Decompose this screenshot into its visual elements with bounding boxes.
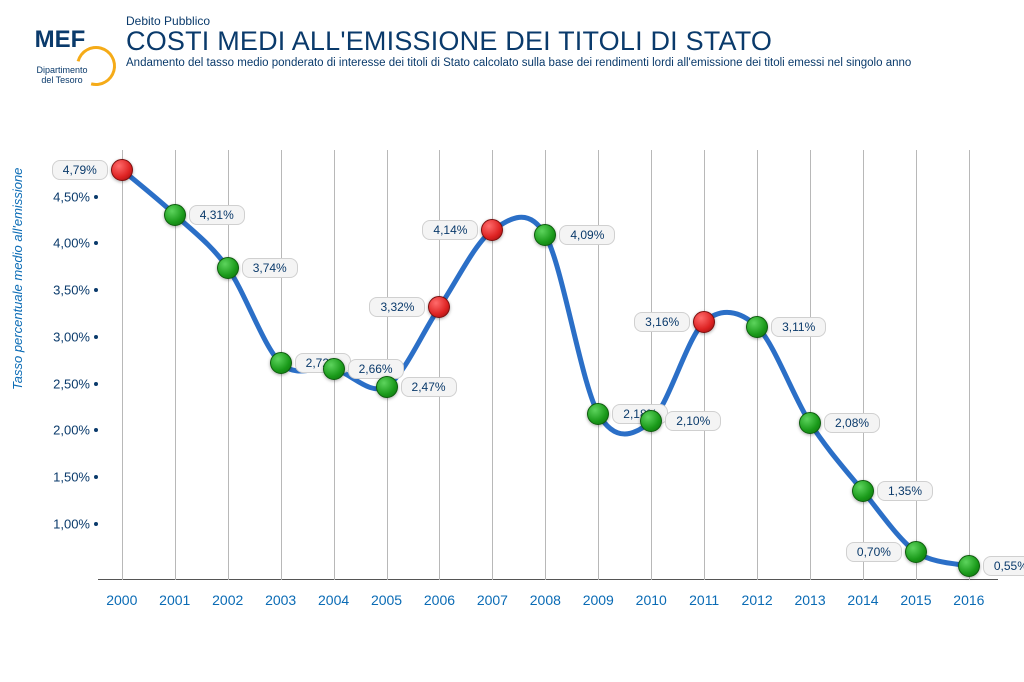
value-label: 4,09% [559,225,615,245]
data-point [587,403,609,425]
data-point [323,358,345,380]
y-tick-label: 1,00% [34,516,90,531]
value-label: 2,47% [401,377,457,397]
y-tick-mark [94,241,98,245]
data-point [799,412,821,434]
value-label: 0,55% [983,556,1024,576]
data-point [481,219,503,241]
data-point [534,224,556,246]
y-tick-mark [94,335,98,339]
y-tick-label: 2,00% [34,423,90,438]
gridline-v [704,150,705,580]
x-tick-label: 2002 [212,592,243,608]
y-tick-mark [94,195,98,199]
y-tick-label: 4,50% [34,189,90,204]
gridline-v [545,150,546,580]
value-label: 3,16% [634,312,690,332]
y-tick-label: 3,00% [34,329,90,344]
x-tick-label: 2005 [371,592,402,608]
data-point [270,352,292,374]
data-point [693,311,715,333]
x-tick-label: 2012 [742,592,773,608]
gridline-v [757,150,758,580]
x-tick-label: 2006 [424,592,455,608]
value-label: 1,35% [877,481,933,501]
value-label: 3,11% [771,317,826,337]
data-point [958,555,980,577]
x-tick-label: 2015 [900,592,931,608]
page-subtitle: Andamento del tasso medio ponderato di i… [126,57,1024,69]
gridline-v [439,150,440,580]
value-label: 4,14% [422,220,478,240]
data-point [640,410,662,432]
value-label: 2,08% [824,413,880,433]
y-tick-label: 4,00% [34,236,90,251]
x-tick-label: 2003 [265,592,296,608]
gridline-v [916,150,917,580]
y-tick-label: 2,50% [34,376,90,391]
x-tick-label: 2010 [636,592,667,608]
y-tick-mark [94,428,98,432]
data-point [905,541,927,563]
y-tick-mark [94,522,98,526]
y-tick-label: 1,50% [34,470,90,485]
value-label: 0,70% [846,542,902,562]
data-point [746,316,768,338]
data-point [852,480,874,502]
y-tick-mark [94,382,98,386]
value-label: 2,66% [348,359,404,379]
y-tick-label: 3,50% [34,283,90,298]
y-axis-label: Tasso percentuale medio all'emissione [10,168,25,390]
gridline-v [863,150,864,580]
value-label: 3,74% [242,258,298,278]
gridline-v [122,150,123,580]
title-block: Debito Pubblico COSTI MEDI ALL'EMISSIONE… [126,14,1024,69]
data-point [376,376,398,398]
chart: Tasso percentuale medio all'emissione 20… [20,150,1004,640]
x-tick-label: 2008 [530,592,561,608]
header: MEF Dipartimento del Tesoro Debito Pubbl… [0,0,1024,104]
value-label: 4,79% [52,160,108,180]
x-tick-label: 2004 [318,592,349,608]
x-tick-label: 2000 [106,592,137,608]
x-tick-label: 2007 [477,592,508,608]
x-tick-label: 2009 [583,592,614,608]
data-point [111,159,133,181]
logo-text: MEF [24,26,96,54]
gridline-v [810,150,811,580]
value-label: 2,10% [665,411,721,431]
x-tick-label: 2001 [159,592,190,608]
mef-logo: MEF Dipartimento del Tesoro [26,24,98,86]
y-tick-mark [94,475,98,479]
gridline-v [492,150,493,580]
y-tick-mark [94,288,98,292]
data-point [428,296,450,318]
value-label: 4,31% [189,205,245,225]
plot-area: 2000200120022003200420052006200720082009… [98,150,998,580]
data-point [217,257,239,279]
value-label: 3,32% [369,297,425,317]
data-point [164,204,186,226]
x-tick-label: 2011 [689,592,719,608]
page-title: COSTI MEDI ALL'EMISSIONE DEI TITOLI DI S… [126,26,1024,57]
gridline-v [598,150,599,580]
x-tick-label: 2014 [847,592,878,608]
gridline-v [969,150,970,580]
gridline-v [651,150,652,580]
x-tick-label: 2013 [794,592,825,608]
x-tick-label: 2016 [953,592,984,608]
